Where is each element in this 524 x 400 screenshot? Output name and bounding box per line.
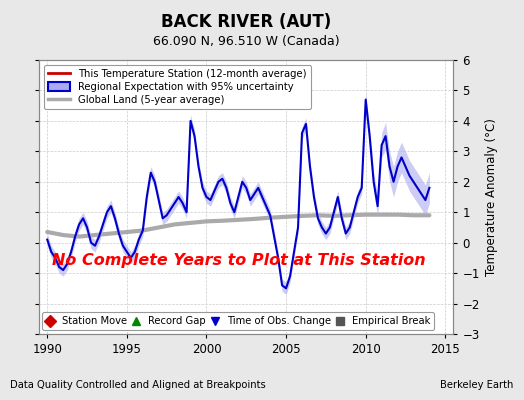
Text: 66.090 N, 96.510 W (Canada): 66.090 N, 96.510 W (Canada) [153, 36, 340, 48]
Text: Berkeley Earth: Berkeley Earth [440, 380, 514, 390]
Text: Data Quality Controlled and Aligned at Breakpoints: Data Quality Controlled and Aligned at B… [10, 380, 266, 390]
Text: BACK RIVER (AUT): BACK RIVER (AUT) [161, 13, 331, 31]
Text: No Complete Years to Plot at This Station: No Complete Years to Plot at This Statio… [52, 254, 425, 268]
Legend: Station Move, Record Gap, Time of Obs. Change, Empirical Break: Station Move, Record Gap, Time of Obs. C… [42, 312, 434, 330]
Y-axis label: Temperature Anomaly (°C): Temperature Anomaly (°C) [485, 118, 498, 276]
